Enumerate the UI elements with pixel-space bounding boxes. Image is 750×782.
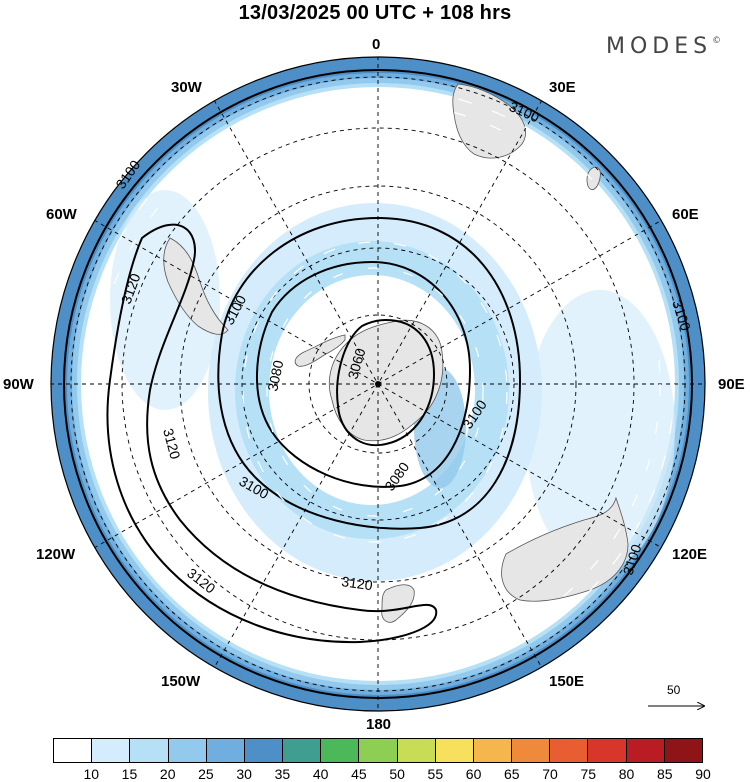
colorbar-swatch	[283, 739, 322, 762]
map-title: 13/03/2025 00 UTC + 108 hrs	[238, 2, 512, 24]
colorbar-swatch	[244, 739, 284, 762]
colorbar-tick-label: 20	[159, 766, 176, 782]
colorbar-ticks: 10 15 20 25 30 35 40 45 50 55 60 65 70 75 80 85 90	[53, 764, 710, 782]
wind-shade-east	[525, 290, 675, 570]
contour-label-3120-sw1: 3120	[160, 427, 184, 461]
colorbar-swatch	[130, 739, 169, 762]
reference-vector-label: 50	[667, 683, 681, 697]
brand-logo: MODES©	[606, 34, 722, 59]
lon-label-90w: 90W	[3, 376, 34, 393]
wind-shade-inner-2	[235, 241, 509, 539]
colorbar-swatch	[54, 739, 93, 762]
contour-label-3080-w: 3080	[264, 359, 286, 393]
colorbar-swatch	[664, 739, 702, 762]
lon-label-120e: 120E	[672, 546, 708, 563]
contour-3120-outer	[106, 223, 438, 644]
map-border	[50, 56, 706, 712]
colorbar-swatch	[92, 739, 131, 762]
lon-label-30e: 30E	[549, 79, 576, 96]
colorbar-tick-label: 30	[236, 766, 252, 782]
colorbar-swatch	[588, 739, 627, 762]
colorbar-tick-label: 55	[427, 766, 444, 782]
colorbar-swatch	[473, 739, 513, 762]
colorbar-swatch	[435, 739, 474, 762]
colorbar-swatch	[359, 739, 398, 762]
colorbar	[53, 738, 703, 763]
map-disk	[51, 57, 705, 711]
colorbar-tick-label: 40	[312, 766, 329, 782]
colorbar-tick-label: 45	[351, 766, 367, 782]
colorbar-swatch	[397, 739, 436, 762]
contour-3100-outer	[63, 69, 693, 699]
antarctica	[328, 320, 444, 442]
colorbar-swatch	[626, 739, 665, 762]
lon-label-120w: 120W	[36, 546, 76, 563]
lon-label-60e: 60E	[672, 206, 699, 223]
lon-label-90e: 90E	[718, 376, 745, 393]
south-pole-dot	[375, 381, 381, 387]
wind-vectors	[81, 87, 675, 681]
colorbar-tick-label: 15	[121, 766, 138, 782]
polar-map: 3100 3100 3100 3100 3120 3120 3120 3120 …	[50, 56, 706, 712]
colorbar-tick-label: 50	[389, 766, 405, 782]
colorbar-tick-label: 90	[695, 766, 711, 782]
colorbar-swatch	[321, 739, 360, 762]
lon-label-150w: 150W	[161, 673, 201, 690]
australia	[501, 496, 629, 602]
lon-label-180: 180	[366, 716, 392, 733]
lon-label-0: 0	[372, 36, 381, 53]
colorbar-tick-label: 75	[580, 766, 597, 782]
colorbar-tick-label: 35	[274, 766, 291, 782]
landmasses	[163, 83, 629, 623]
lon-label-60w: 60W	[46, 206, 77, 223]
colorbar-tick-label: 60	[465, 766, 482, 782]
colorbar-swatch	[206, 739, 245, 762]
madagascar	[586, 166, 601, 191]
height-contours	[63, 69, 693, 699]
colorbar-tick-label: 70	[542, 766, 558, 782]
colorbar-tick-label: 85	[656, 766, 673, 782]
south-america	[163, 237, 229, 335]
colorbar-swatch	[512, 739, 551, 762]
lon-label-30w: 30W	[171, 79, 202, 96]
contour-3060	[336, 318, 436, 447]
colorbar-swatch	[168, 739, 207, 762]
contour-3080	[256, 260, 472, 488]
colorbar-tick-label: 25	[198, 766, 214, 782]
colorbar-swatch	[550, 739, 589, 762]
antarctic-peninsula	[294, 334, 346, 367]
colorbar-tick-label: 65	[504, 766, 520, 782]
lon-label-150e: 150E	[549, 673, 585, 690]
new-zealand	[381, 584, 415, 623]
colorbar-tick-label: 10	[83, 766, 100, 782]
colorbar-tick-label: 80	[618, 766, 635, 782]
contour-label-3120-s: 3120	[341, 573, 374, 593]
contour-3100-inner	[217, 216, 522, 530]
